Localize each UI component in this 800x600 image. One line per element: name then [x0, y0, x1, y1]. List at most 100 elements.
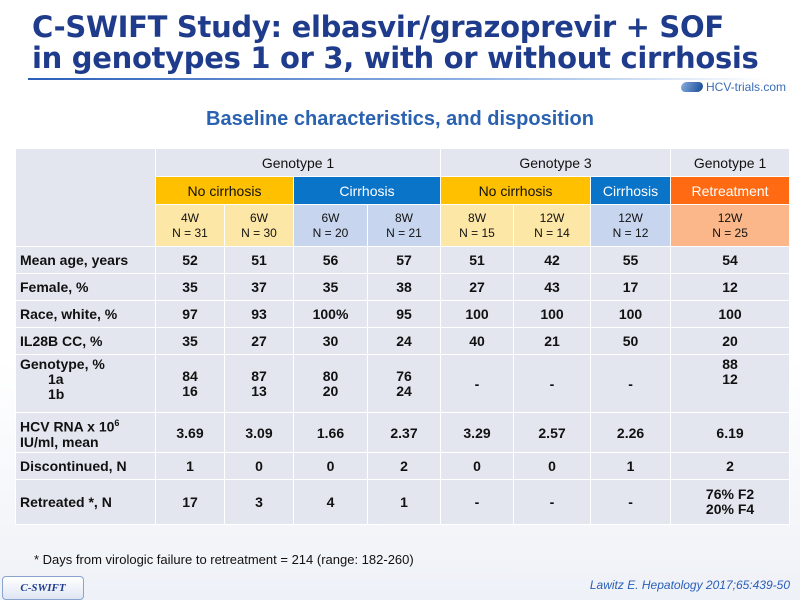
hcv-trials-logo: HCV-trials.com: [679, 78, 786, 96]
table-cell: 50: [590, 327, 672, 355]
table-cell: 1: [590, 452, 672, 480]
arm-header: 8W N = 21: [366, 204, 442, 247]
table-cell: -: [513, 479, 592, 525]
arm-header: 12W N = 14: [513, 204, 592, 247]
table-cell: 2.57: [513, 412, 592, 453]
table-cell: 76 24: [366, 354, 442, 413]
table-cell: -: [513, 354, 592, 413]
discontinued-row: Discontinued, N 1 0 0 2 0 0 1 2: [15, 452, 791, 480]
arm-header: 6W N = 30: [224, 204, 294, 247]
row-label: Race, white, %: [15, 300, 156, 328]
citation: Lawitz E. Hepatology 2017;65:439-50: [589, 578, 790, 592]
table-row: Mean age, years 52 51 56 57 51 42 55 54: [15, 246, 791, 274]
table-cell: 3.09: [224, 412, 294, 453]
table-cell: 17: [155, 479, 225, 525]
table-cell: 24: [366, 327, 442, 355]
table-cell: 100: [670, 300, 791, 328]
header-g1-no-cirrhosis: No cirrhosis: [155, 176, 294, 205]
table-cell: 84 16: [155, 354, 225, 413]
arm-header-row: 4W N = 31 6W N = 30 6W N = 20 8W N = 21 8W N …: [16, 204, 791, 247]
table-cell: 55: [590, 246, 672, 274]
logo-swoosh-icon: [679, 82, 705, 92]
table-cell: 3: [224, 479, 294, 525]
table-cell: 40: [440, 327, 515, 355]
genotype-row: Genotype, % 1a 1b 84 16 87 13 80 20 76 24 - …: [15, 354, 791, 413]
retreated-row: Retreated *, N 17 3 4 1 - - - 76% F2 20% …: [15, 479, 791, 525]
table-cell: -: [440, 354, 515, 413]
table-row: Race, white, % 97 93 100% 95 100 100 100…: [15, 300, 791, 328]
table-cell: 12: [670, 273, 791, 301]
table-cell: 17: [590, 273, 672, 301]
table-cell: 4: [293, 479, 368, 525]
table-cell: 2: [366, 452, 442, 480]
row-label: Female, %: [15, 273, 156, 301]
table-cell: 42: [513, 246, 592, 274]
table-cell: 100: [513, 300, 592, 328]
table-cell: 2.37: [366, 412, 442, 453]
title-underline: [28, 78, 768, 80]
row-label: Mean age, years: [15, 246, 156, 274]
table-cell: 51: [224, 246, 294, 274]
table-row: IL28B CC, % 35 27 30 24 40 21 50 20: [15, 327, 791, 355]
table-cell: 76% F2 20% F4: [670, 479, 791, 525]
table-cell: 43: [513, 273, 592, 301]
row-label: Discontinued, N: [15, 452, 156, 480]
table-cell: 0: [293, 452, 368, 480]
header-g3-no-cirrhosis: No cirrhosis: [440, 176, 592, 205]
table-cell: -: [440, 479, 515, 525]
table-cell: 3.69: [155, 412, 225, 453]
table-cell: 87 13: [224, 354, 294, 413]
subgroup-header-row: No cirrhosis Cirrhosis No cirrhosis Cirr…: [16, 176, 791, 205]
table-cell: 35: [293, 273, 368, 301]
table-cell: 2: [670, 452, 791, 480]
row-label-genotype: Genotype, % 1a 1b: [15, 354, 156, 413]
table-cell: 88 12: [670, 354, 791, 413]
header-genotype-1: Genotype 1: [154, 148, 442, 177]
header-g3-cirrhosis: Cirrhosis: [590, 176, 672, 205]
baseline-table: Genotype 1 Genotype 3 Genotype 1 No cirr…: [15, 148, 791, 525]
table-cell: 100: [440, 300, 515, 328]
table-cell: 51: [440, 246, 515, 274]
row-label: Retreated *, N: [15, 479, 156, 525]
row-label: IL28B CC, %: [15, 327, 156, 355]
table-cell: 2.26: [590, 412, 672, 453]
arm-header: 12W N = 25: [670, 204, 791, 247]
corner-cell: [15, 148, 156, 247]
table-cell: 27: [440, 273, 515, 301]
header-genotype-3: Genotype 3: [440, 148, 672, 177]
table-cell: 21: [513, 327, 592, 355]
table-cell: 1: [366, 479, 442, 525]
table-cell: -: [590, 354, 672, 413]
table-cell: 56: [293, 246, 368, 274]
table-cell: 97: [155, 300, 225, 328]
hcv-rna-row: HCV RNA x 106 IU/ml, mean 3.69 3.09 1.66…: [15, 412, 791, 453]
table-cell: 0: [513, 452, 592, 480]
table-cell: 38: [366, 273, 442, 301]
section-subtitle: Baseline characteristics, and dispositio…: [206, 108, 594, 130]
table-cell: -: [590, 479, 672, 525]
arm-header: 6W N = 20: [293, 204, 368, 247]
arm-header: 4W N = 31: [155, 204, 225, 247]
logo-text: HCV-trials.com: [705, 80, 786, 94]
study-badge: C-SWIFT: [2, 576, 84, 600]
genotype-header-row: Genotype 1 Genotype 3 Genotype 1: [15, 148, 791, 247]
table-cell: 6.19: [670, 412, 791, 453]
table-cell: 57: [366, 246, 442, 274]
table-cell: 1.66: [293, 412, 368, 453]
table-cell: 30: [293, 327, 368, 355]
table-cell: 27: [224, 327, 294, 355]
table-cell: 93: [224, 300, 294, 328]
table-row: Female, % 35 37 35 38 27 43 17 12: [15, 273, 791, 301]
table-cell: 0: [440, 452, 515, 480]
table-cell: 1: [155, 452, 225, 480]
title-line-2: in genotypes 1 or 3, with or without cir…: [32, 41, 759, 75]
header-g1-cirrhosis: Cirrhosis: [292, 176, 442, 205]
table-cell: 100: [590, 300, 672, 328]
table-cell: 52: [155, 246, 225, 274]
table-cell: 0: [224, 452, 294, 480]
arm-header: 12W N = 12: [590, 204, 672, 247]
footnote: * Days from virologic failure to retreat…: [34, 552, 414, 567]
header-genotype-1-retreatment: Genotype 1: [670, 148, 791, 177]
table-cell: 20: [670, 327, 791, 355]
table-cell: 37: [224, 273, 294, 301]
